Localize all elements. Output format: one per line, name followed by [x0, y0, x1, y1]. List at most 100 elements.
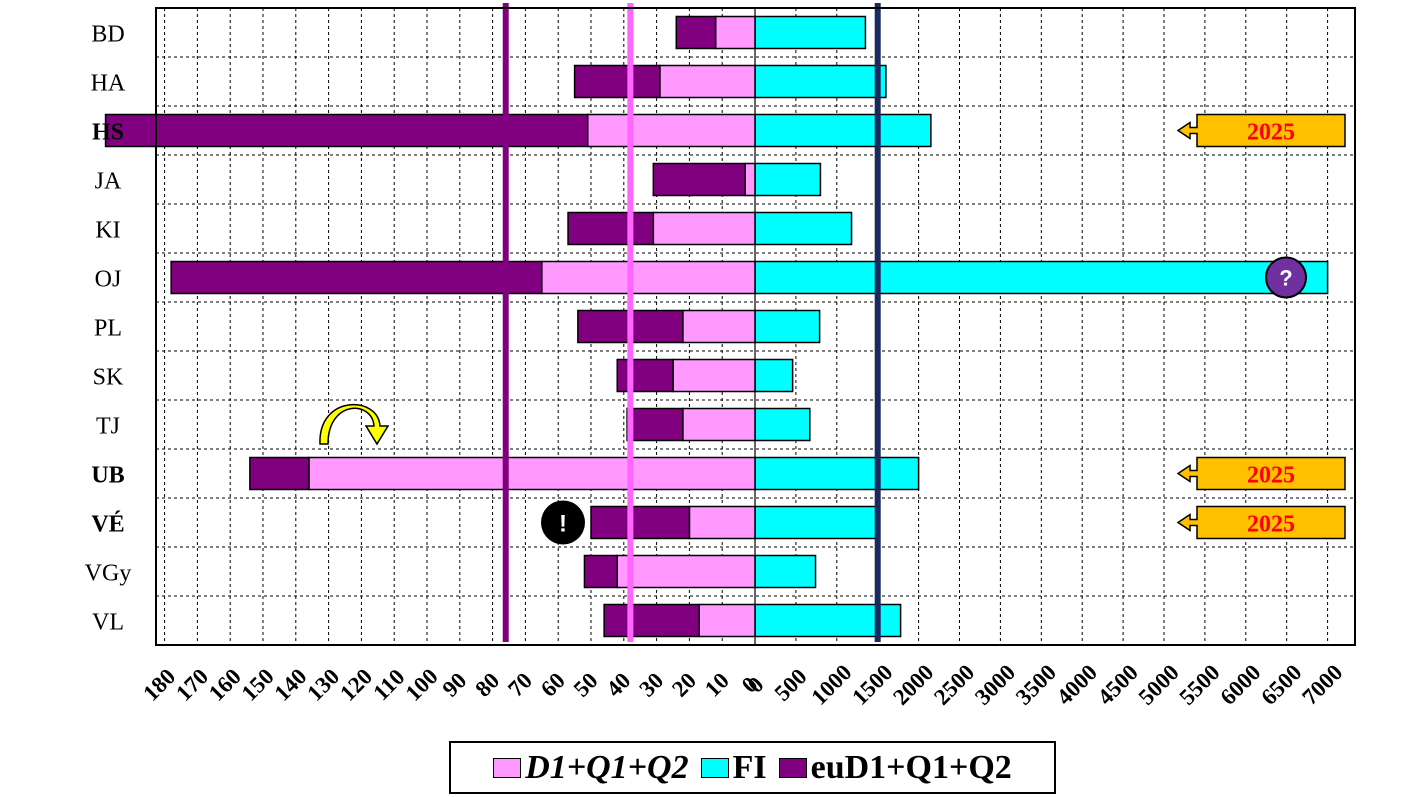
category-label-ve: VÉ — [91, 512, 124, 538]
bar-d1q1q2-oj — [541, 260, 756, 295]
tick-label-right-2500: 2500 — [929, 660, 979, 710]
legend-item-fi: FI — [700, 748, 767, 787]
bar-eud1q1q2-bd — [675, 15, 717, 50]
legend-label-eud1q1q2: euD1+Q1+Q2 — [810, 748, 1012, 786]
callout-label: 2025 — [1247, 512, 1295, 538]
bar-d1q1q2-sk — [672, 358, 756, 393]
category-labels: BD HA HS JA KI OJ PL SK TJ UB VÉ VGy VL — [85, 22, 132, 636]
bar-fi-ub — [754, 456, 920, 491]
bar-fi-ja — [754, 162, 822, 197]
category-label-ha: HA — [91, 71, 126, 97]
plot-frame — [155, 7, 1356, 646]
category-label-hs: HS — [92, 120, 124, 146]
bar-d1q1q2-ve — [688, 505, 756, 540]
tick-label-right-7000: 7000 — [1297, 660, 1347, 710]
tick-label-left-80: 80 — [470, 668, 504, 702]
callouts: 2025 2025 2025 — [1176, 113, 1346, 540]
plot-border — [155, 7, 1356, 646]
legend-swatch-d1q1q2 — [493, 757, 522, 778]
tick-label-left-60: 60 — [536, 668, 570, 702]
bar-fi-hs — [754, 113, 932, 148]
bar-d1q1q2-ub — [308, 456, 756, 491]
tick-labels: 1801701601501401301201101009080706050403… — [138, 660, 1347, 710]
tick-label-right-4000: 4000 — [1052, 660, 1102, 710]
tick-label-right-500: 500 — [770, 664, 812, 706]
callout-label: 2025 — [1247, 120, 1295, 146]
bar-d1q1q2-tj — [682, 407, 756, 442]
tick-label-right-0: 0 — [743, 672, 769, 698]
callout-ub: 2025 — [1176, 456, 1346, 491]
bar-d1q1q2-bd — [714, 15, 756, 50]
callout-arrow-icon — [1176, 456, 1346, 491]
tick-label-right-1500: 1500 — [847, 660, 897, 710]
question-text: ? — [1279, 266, 1292, 291]
bar-eud1q1q2-oj — [170, 260, 543, 295]
question-icon — [1265, 256, 1307, 299]
curved-arrow-marker-tj — [319, 403, 390, 446]
category-label-pl: PL — [94, 316, 122, 342]
exclamation-marker-ve: ! — [541, 500, 585, 545]
legend-swatch-eud1q1q2 — [778, 757, 807, 778]
curved-arrow-icon — [319, 403, 390, 446]
category-label-tj: TJ — [96, 414, 120, 440]
bar-d1q1q2-ja — [744, 162, 756, 197]
tick-label-left-40: 40 — [602, 668, 636, 702]
callout-arrow-icon — [1176, 505, 1346, 540]
legend-item-d1q1q2: D1+Q1+Q2 — [493, 749, 689, 787]
bar-fi-ha — [754, 64, 887, 99]
bars — [104, 15, 1329, 638]
bar-d1q1q2-vgy — [616, 554, 756, 589]
bar-fi-ki — [754, 211, 853, 246]
bar-eud1q1q2-vgy — [583, 554, 618, 589]
bar-eud1q1q2-ve — [590, 505, 691, 540]
tick-label-right-5500: 5500 — [1174, 660, 1224, 710]
bar-eud1q1q2-tj — [626, 407, 684, 442]
callout-ve: 2025 — [1176, 505, 1346, 540]
tick-label-right-1000: 1000 — [806, 660, 856, 710]
tick-label-left-10: 10 — [700, 668, 734, 702]
tick-label-right-6000: 6000 — [1215, 660, 1265, 710]
category-label-ub: UB — [91, 463, 124, 489]
tick-label-right-6500: 6500 — [1256, 660, 1306, 710]
bar-d1q1q2-ki — [652, 211, 756, 246]
question-marker-oj: ? — [1265, 256, 1307, 299]
bar-eud1q1q2-vl — [603, 603, 700, 638]
bar-d1q1q2-pl — [682, 309, 756, 344]
category-label-oj: OJ — [95, 267, 122, 293]
exclamation-text: ! — [559, 511, 567, 538]
bar-fi-bd — [754, 15, 867, 50]
tick-label-right-3000: 3000 — [970, 660, 1020, 710]
markers: ?! — [319, 256, 1307, 545]
tick-label-right-4500: 4500 — [1093, 660, 1143, 710]
bar-eud1q1q2-hs — [104, 113, 589, 148]
tick-label-left-70: 70 — [503, 668, 537, 702]
legend-swatch-fi — [700, 757, 729, 778]
category-label-sk: SK — [93, 365, 124, 391]
bar-fi-vgy — [754, 554, 817, 589]
bar-d1q1q2-ha — [659, 64, 756, 99]
tick-label-left-20: 20 — [667, 668, 701, 702]
bar-d1q1q2-vl — [698, 603, 756, 638]
bar-eud1q1q2-ki — [567, 211, 655, 246]
bar-d1q1q2-hs — [586, 113, 756, 148]
reference-lines — [502, 3, 881, 642]
bar-fi-oj — [754, 260, 1329, 295]
bar-fi-tj — [754, 407, 811, 442]
callout-arrow-icon — [1176, 113, 1346, 148]
bar-eud1q1q2-sk — [616, 358, 674, 393]
category-label-ki: KI — [95, 218, 120, 244]
bar-eud1q1q2-ja — [652, 162, 746, 197]
tick-label-right-3500: 3500 — [1011, 660, 1061, 710]
category-label-vl: VL — [92, 610, 124, 636]
legend-item-eud1q1q2: euD1+Q1+Q2 — [778, 748, 1012, 787]
tick-label-left-30: 30 — [634, 668, 668, 702]
bar-fi-sk — [754, 358, 794, 393]
bar-fi-ve — [754, 505, 877, 540]
exclamation-icon — [541, 500, 585, 545]
bar-fi-pl — [754, 309, 821, 344]
legend: D1+Q1+Q2 FI euD1+Q1+Q2 — [449, 741, 1056, 794]
legend-label-fi: FI — [732, 748, 767, 786]
callout-label: 2025 — [1247, 463, 1295, 489]
tick-label-left-50: 50 — [569, 668, 603, 702]
